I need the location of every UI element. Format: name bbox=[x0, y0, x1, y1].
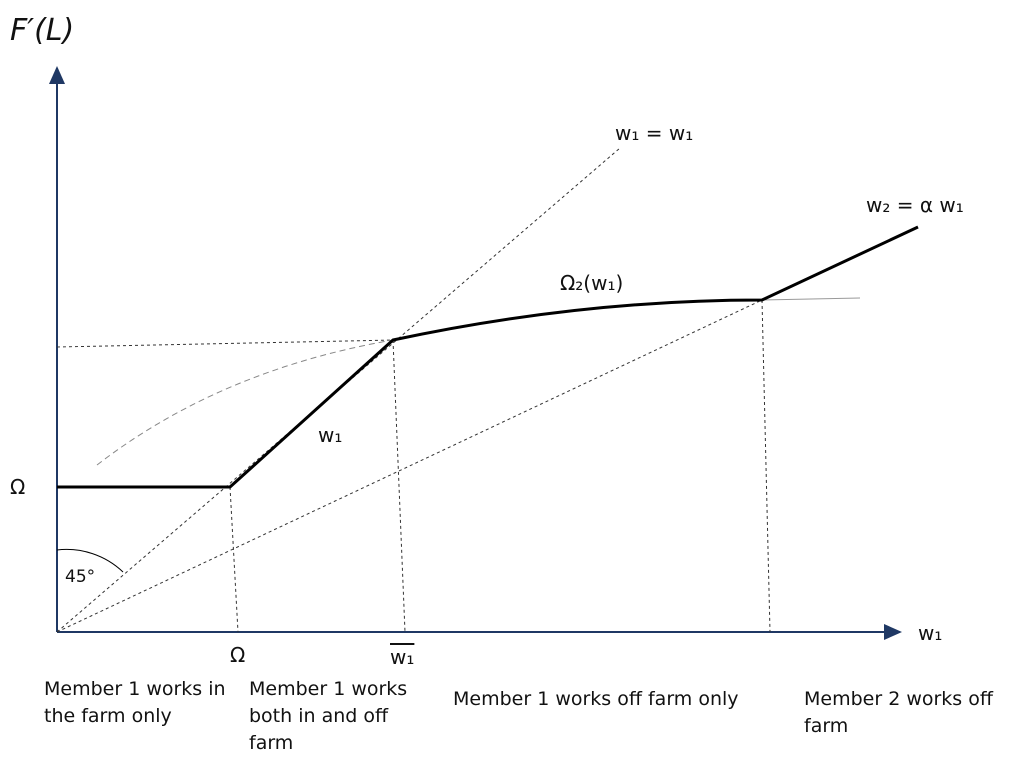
curve-label: Ω₂(w₁) bbox=[560, 271, 623, 295]
segment-label: w₁ bbox=[318, 423, 342, 447]
region-label: Member 1 works both in and off farm bbox=[249, 678, 408, 754]
y-omega: Ω bbox=[10, 475, 25, 499]
angle-arc bbox=[56, 548, 124, 573]
region-label: Member 1 works off farm only bbox=[453, 688, 739, 710]
x-wbar: w₁ bbox=[390, 645, 414, 669]
x-omega: Ω bbox=[230, 643, 245, 667]
y-axis-label: F′(L) bbox=[10, 13, 74, 48]
dashed-curve bbox=[96, 339, 394, 466]
region-label: Member 1 works in the farm only bbox=[44, 678, 226, 727]
guides bbox=[56, 147, 771, 633]
diagonal-label: w₁ = w₁ bbox=[615, 121, 693, 145]
region-label: Member 2 works off farm bbox=[804, 688, 993, 737]
x-axis-label: w₁ bbox=[918, 621, 942, 645]
angle-label: 45° bbox=[65, 567, 95, 587]
wage-curve bbox=[57, 225, 919, 489]
upper-label: w₂ = α w₁ bbox=[866, 193, 964, 217]
curve-extension bbox=[761, 297, 861, 301]
